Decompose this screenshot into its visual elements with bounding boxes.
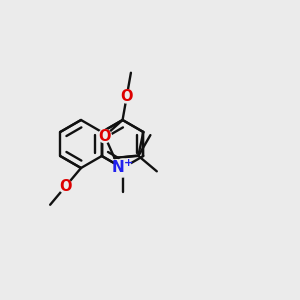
Circle shape (120, 90, 133, 103)
Text: O: O (59, 179, 72, 194)
Text: O: O (98, 129, 111, 144)
Circle shape (98, 130, 111, 143)
Text: +: + (124, 158, 133, 168)
Text: N: N (111, 160, 124, 175)
Circle shape (59, 180, 72, 193)
Circle shape (114, 159, 132, 177)
Text: O: O (121, 89, 133, 104)
